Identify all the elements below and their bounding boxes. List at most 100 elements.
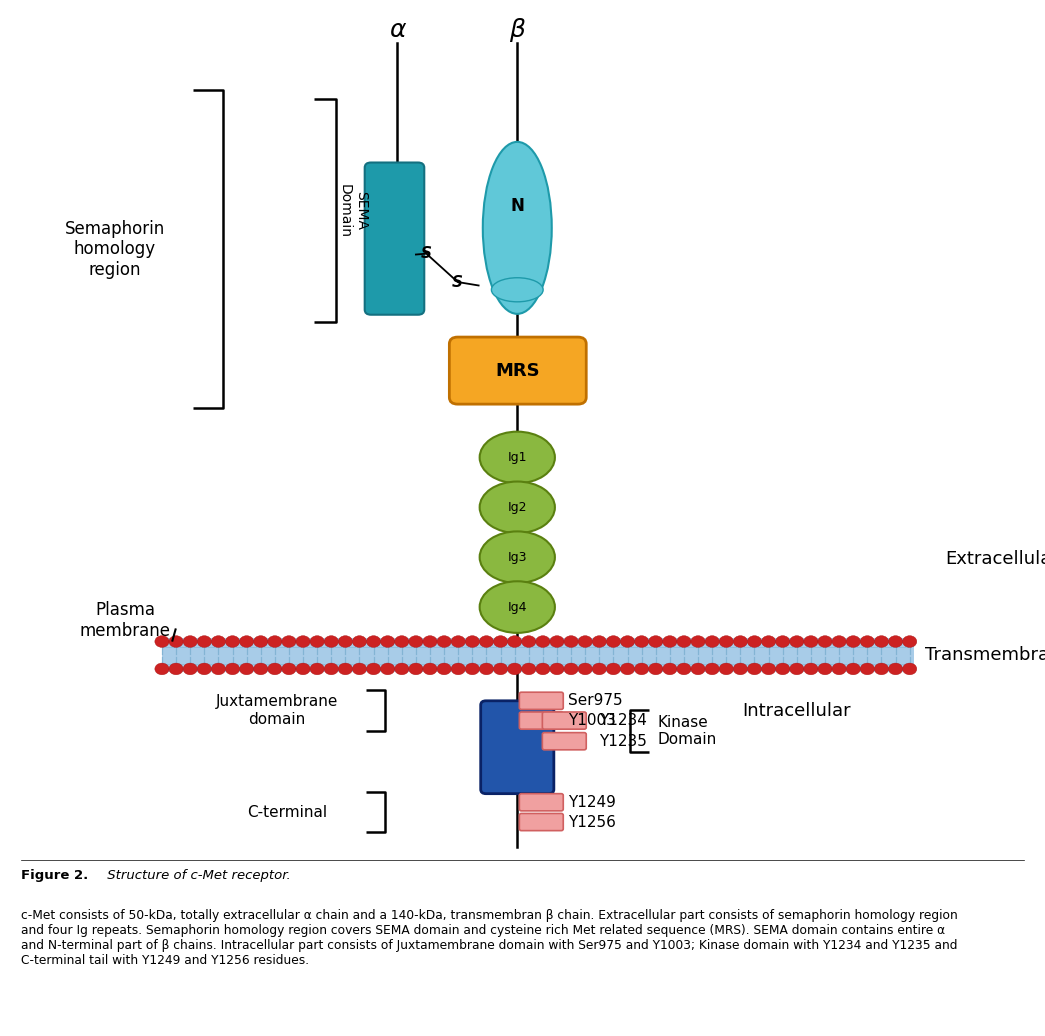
- Circle shape: [339, 636, 352, 648]
- Circle shape: [324, 636, 339, 648]
- Circle shape: [254, 663, 268, 674]
- Circle shape: [634, 663, 649, 674]
- Circle shape: [493, 663, 508, 674]
- Circle shape: [677, 663, 691, 674]
- Text: c-Met consists of 50-kDa, totally extracellular α chain and a 140-kDa, transmemb: c-Met consists of 50-kDa, totally extrac…: [21, 910, 957, 968]
- Text: Y1003: Y1003: [568, 713, 617, 728]
- Text: Juxtamembrane
domain: Juxtamembrane domain: [215, 694, 339, 727]
- Circle shape: [790, 663, 804, 674]
- Circle shape: [775, 663, 790, 674]
- Text: Structure of c-Met receptor.: Structure of c-Met receptor.: [103, 868, 291, 882]
- Circle shape: [451, 636, 465, 648]
- Circle shape: [903, 663, 916, 674]
- Circle shape: [860, 636, 875, 648]
- Circle shape: [550, 663, 564, 674]
- Circle shape: [804, 636, 818, 648]
- Circle shape: [480, 663, 493, 674]
- Circle shape: [239, 663, 254, 674]
- Text: Ig1: Ig1: [508, 451, 527, 464]
- Circle shape: [691, 663, 705, 674]
- Text: Plasma
membrane: Plasma membrane: [79, 602, 171, 640]
- Circle shape: [846, 636, 860, 648]
- Circle shape: [296, 663, 310, 674]
- Circle shape: [480, 636, 493, 648]
- Text: Y1256: Y1256: [568, 814, 617, 830]
- Circle shape: [564, 636, 578, 648]
- Circle shape: [296, 636, 310, 648]
- Circle shape: [818, 636, 832, 648]
- Circle shape: [508, 663, 521, 674]
- Circle shape: [832, 663, 846, 674]
- Text: Figure 2.: Figure 2.: [21, 868, 88, 882]
- Ellipse shape: [480, 482, 555, 534]
- Circle shape: [705, 636, 719, 648]
- Circle shape: [493, 636, 508, 648]
- FancyBboxPatch shape: [519, 794, 563, 811]
- Circle shape: [762, 663, 775, 674]
- Circle shape: [155, 663, 169, 674]
- Circle shape: [578, 663, 593, 674]
- Circle shape: [818, 663, 832, 674]
- Circle shape: [508, 636, 521, 648]
- Ellipse shape: [480, 581, 555, 633]
- Text: Semaphorin
homology
region: Semaphorin homology region: [65, 220, 165, 279]
- Circle shape: [875, 636, 888, 648]
- Text: Ig3: Ig3: [508, 551, 527, 564]
- Circle shape: [593, 663, 606, 674]
- Text: Extracellular: Extracellular: [946, 550, 1045, 568]
- Circle shape: [380, 636, 395, 648]
- Circle shape: [282, 636, 296, 648]
- Text: S: S: [452, 275, 463, 289]
- Text: Ig4: Ig4: [508, 601, 527, 613]
- Ellipse shape: [483, 142, 552, 314]
- Circle shape: [663, 663, 677, 674]
- FancyBboxPatch shape: [542, 732, 586, 750]
- Circle shape: [198, 663, 211, 674]
- Circle shape: [790, 636, 804, 648]
- FancyBboxPatch shape: [519, 813, 563, 831]
- Circle shape: [211, 636, 226, 648]
- Text: SEMA
Domain: SEMA Domain: [339, 183, 368, 237]
- Circle shape: [846, 663, 860, 674]
- Circle shape: [747, 663, 762, 674]
- Text: Intracellular: Intracellular: [742, 702, 851, 720]
- Circle shape: [423, 636, 437, 648]
- Circle shape: [719, 636, 734, 648]
- Text: Transmembrane: Transmembrane: [925, 646, 1045, 664]
- Text: Ig2: Ig2: [508, 500, 527, 514]
- Ellipse shape: [480, 432, 555, 483]
- Text: MRS: MRS: [495, 362, 540, 379]
- Circle shape: [634, 636, 649, 648]
- Text: α: α: [389, 18, 405, 42]
- Circle shape: [649, 663, 663, 674]
- Circle shape: [719, 663, 734, 674]
- Circle shape: [380, 663, 395, 674]
- Circle shape: [536, 663, 550, 674]
- Text: Y1249: Y1249: [568, 795, 617, 810]
- Circle shape: [550, 636, 564, 648]
- Text: Y1235: Y1235: [599, 733, 647, 749]
- Circle shape: [875, 663, 888, 674]
- Circle shape: [367, 663, 380, 674]
- Circle shape: [437, 663, 451, 674]
- Circle shape: [649, 636, 663, 648]
- Text: β: β: [509, 18, 526, 42]
- Text: Y1234: Y1234: [599, 713, 647, 728]
- Circle shape: [606, 663, 621, 674]
- Circle shape: [310, 636, 324, 648]
- Circle shape: [282, 663, 296, 674]
- Circle shape: [521, 663, 536, 674]
- Circle shape: [536, 636, 550, 648]
- Circle shape: [352, 663, 367, 674]
- Circle shape: [423, 663, 437, 674]
- Circle shape: [268, 636, 282, 648]
- Circle shape: [606, 636, 621, 648]
- Ellipse shape: [491, 278, 543, 301]
- Circle shape: [169, 663, 183, 674]
- Circle shape: [324, 663, 339, 674]
- Circle shape: [183, 663, 198, 674]
- FancyBboxPatch shape: [519, 712, 563, 729]
- Circle shape: [677, 636, 691, 648]
- FancyBboxPatch shape: [449, 337, 586, 404]
- Circle shape: [888, 663, 903, 674]
